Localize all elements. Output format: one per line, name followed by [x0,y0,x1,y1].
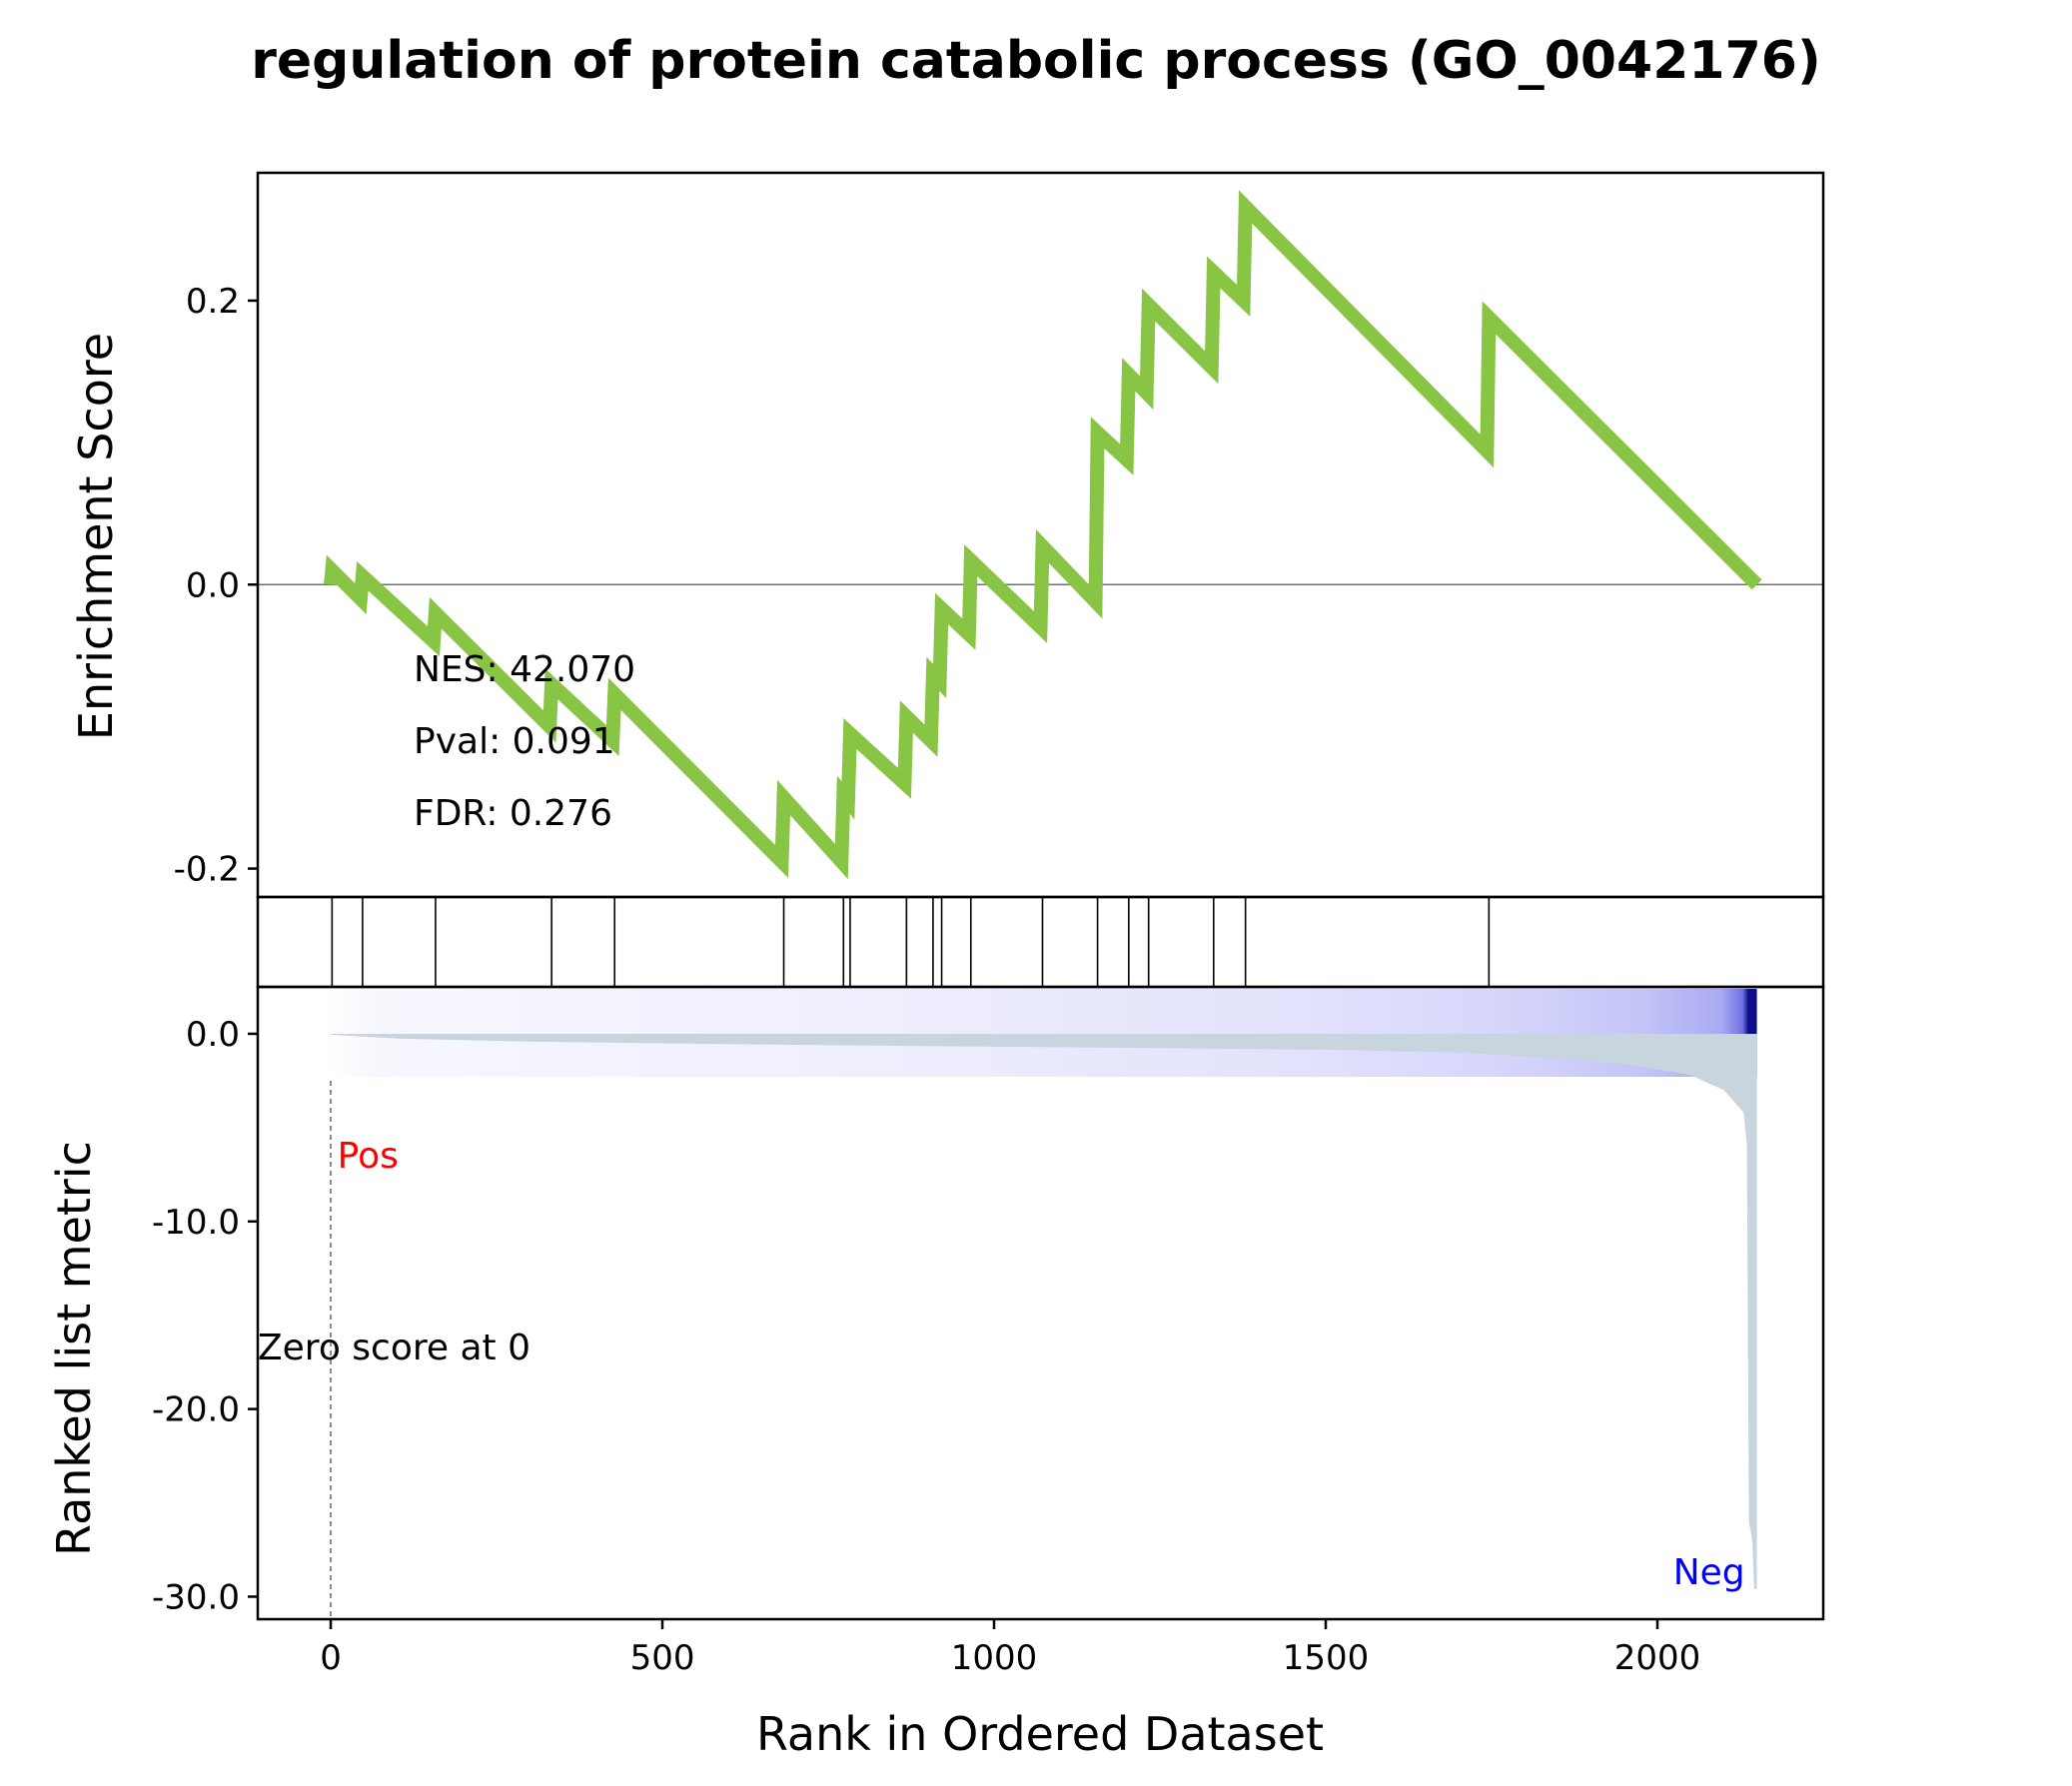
gene-hit-lines [331,897,1491,987]
ranked-metric-heat-strip [331,989,1757,1077]
running-enrichment-score-line [324,190,1762,880]
enrichment-y-tick-label: -0.2 [174,850,240,890]
x-axis-ticks: 0 500 1000 1500 2000 [320,1619,1700,1678]
enrichment-y-axis-label: Enrichment Score [69,333,123,740]
fdr-annotation: FDR: 0.276 [414,793,612,834]
x-tick-label: 500 [630,1638,695,1678]
enrichment-y-ticks: 0.2 0.0 -0.2 [174,282,258,890]
ranked-y-tick-label: -30.0 [152,1577,240,1617]
pos-label: Pos [338,1136,399,1177]
x-tick-label: 1500 [1283,1638,1370,1678]
ranked-y-axis-label: Ranked list metric [47,1141,101,1556]
ranked-list-metric-panel: 0.0 -10.0 -20.0 -30.0 Zero score at 0 Pos N… [47,985,1825,1621]
ranked-panel-frame [256,985,1825,1621]
ranked-y-tick-label: 0.0 [186,1015,240,1055]
ranked-y-tick-label: -10.0 [152,1203,240,1243]
pval-annotation: Pval: 0.091 [414,721,615,762]
x-tick-label: 0 [320,1638,342,1678]
neg-label: Neg [1673,1552,1745,1593]
nes-annotation: NES: 42.070 [414,649,635,690]
enrichment-score-panel: 0.20.0-0.2 Enrichment Score NES: 42.070 … [69,171,1825,899]
enrichment-y-tick-label: 0.2 [186,282,240,322]
zero-score-label: Zero score at 0 [258,1328,530,1368]
gene-hits-panel-frame [256,895,1825,989]
chart-title: regulation of protein catabolic process … [251,31,1820,91]
ranked-metric-area [331,1034,1757,1589]
enrichment-y-tick-label: 0.0 [186,565,240,605]
x-tick-label: 2000 [1614,1638,1701,1678]
gene-hits-panel [256,895,1825,989]
x-tick-label: 1000 [951,1638,1038,1678]
ranked-y-ticks: 0.0 -10.0 -20.0 -30.0 [152,1015,258,1617]
x-axis-label: Rank in Ordered Dataset [756,1707,1324,1761]
ranked-y-tick-label: -20.0 [152,1390,240,1430]
